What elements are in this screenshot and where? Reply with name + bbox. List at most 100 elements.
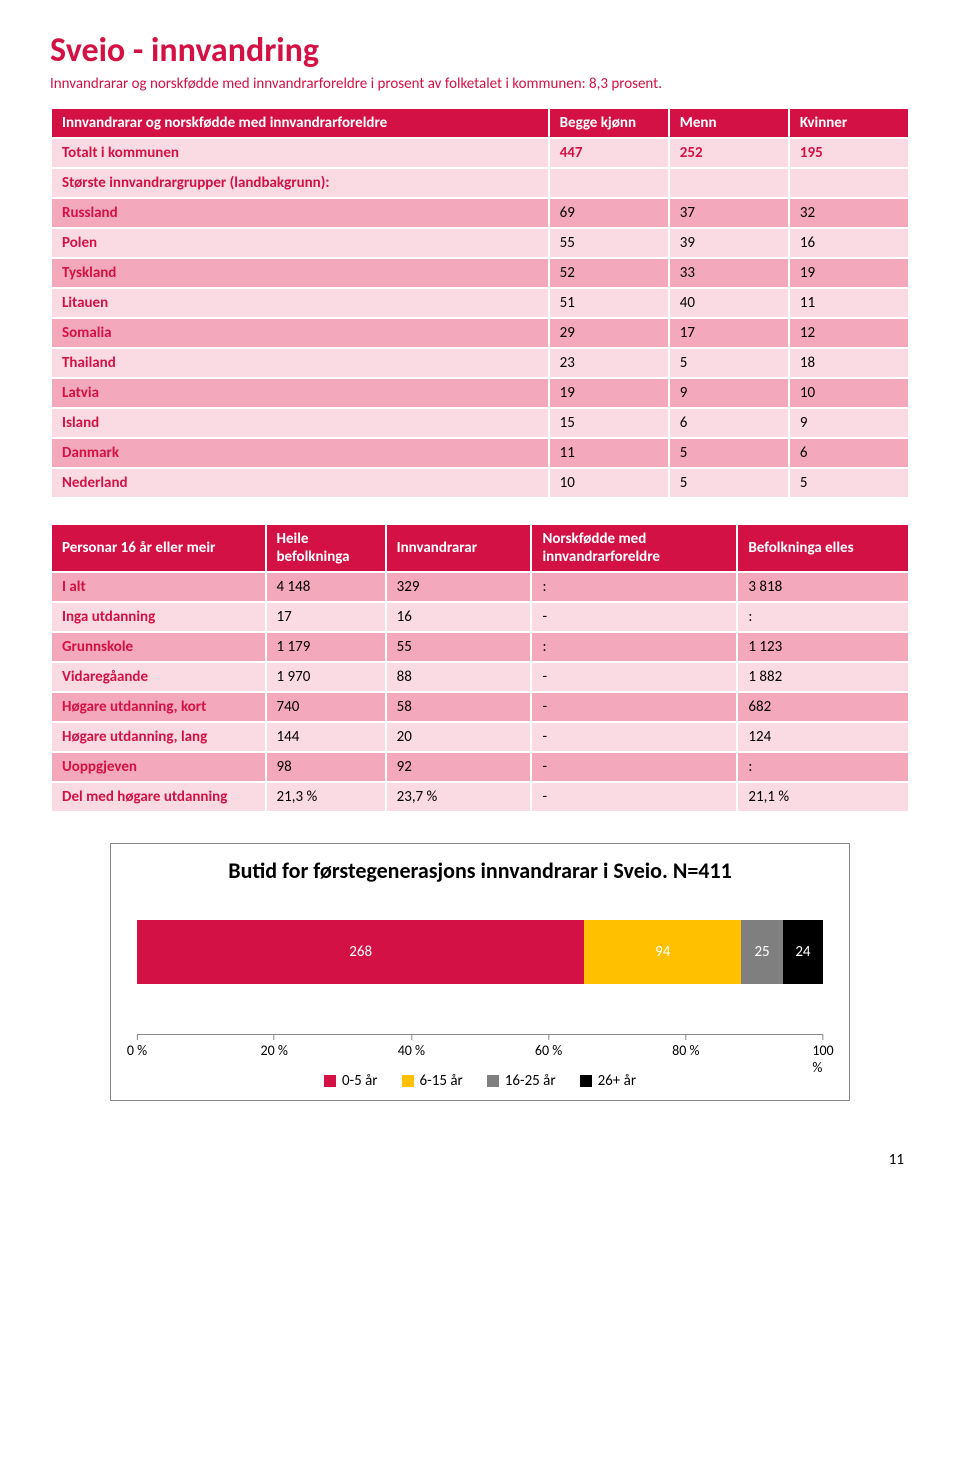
page-number: 11 xyxy=(50,1151,910,1169)
table-row: Vidaregåande1 97088-1 882 xyxy=(51,662,909,692)
table-row: Island1569 xyxy=(51,408,909,438)
row-label: Polen xyxy=(51,228,549,258)
cell-value: 5 xyxy=(789,468,909,498)
col-header: Heile befolkninga xyxy=(266,524,386,572)
table-row: I alt4 148329:3 818 xyxy=(51,572,909,602)
legend-swatch xyxy=(402,1075,414,1087)
legend-swatch xyxy=(487,1075,499,1087)
cell-value: 682 xyxy=(737,692,909,722)
cell-value: : xyxy=(737,752,909,782)
table-row: Del med høgare utdanning21,3 %23,7 %-21,… xyxy=(51,782,909,812)
bar-segment: 25 xyxy=(741,920,783,984)
cell-value: 37 xyxy=(669,198,789,228)
row-label: I alt xyxy=(51,572,266,602)
cell-value: 12 xyxy=(789,318,909,348)
row-label: Danmark xyxy=(51,438,549,468)
row-label: Inga utdanning xyxy=(51,602,266,632)
row-label: Største innvandrargrupper (landbakgrunn)… xyxy=(51,168,549,198)
legend-item: 26+ år xyxy=(580,1072,636,1090)
cell-value: 17 xyxy=(669,318,789,348)
cell-value: : xyxy=(531,632,737,662)
cell-value: 5 xyxy=(669,348,789,378)
cell-value: 329 xyxy=(386,572,532,602)
cell-value: 4 148 xyxy=(266,572,386,602)
row-label: Tyskland xyxy=(51,258,549,288)
cell-value: 16 xyxy=(386,602,532,632)
table-row: Uoppgjeven9892-: xyxy=(51,752,909,782)
cell-value: - xyxy=(531,752,737,782)
row-label: Thailand xyxy=(51,348,549,378)
table-row: Latvia19910 xyxy=(51,378,909,408)
row-label: Uoppgjeven xyxy=(51,752,266,782)
table-row: Tyskland523319 xyxy=(51,258,909,288)
row-label: Høgare utdanning, lang xyxy=(51,722,266,752)
col-header: Kvinner xyxy=(789,108,909,138)
table-row: Største innvandrargrupper (landbakgrunn)… xyxy=(51,168,909,198)
legend-swatch xyxy=(580,1075,592,1087)
cell-value: - xyxy=(531,782,737,812)
cell-value: 252 xyxy=(669,138,789,168)
cell-value: 21,3 % xyxy=(266,782,386,812)
cell-value: 6 xyxy=(789,438,909,468)
cell-value: 740 xyxy=(266,692,386,722)
cell-value: 33 xyxy=(669,258,789,288)
col-header: Norskfødde med innvandrarforeldre xyxy=(531,524,737,572)
cell-value: 16 xyxy=(789,228,909,258)
cell-value: 32 xyxy=(789,198,909,228)
cell-value: 20 xyxy=(386,722,532,752)
chart-title: Butid for førstegenerasjons innvandrarar… xyxy=(137,858,823,884)
bar-segment: 268 xyxy=(137,920,584,984)
cell-value: 9 xyxy=(669,378,789,408)
cell-value: 21,1 % xyxy=(737,782,909,812)
table-row: Høgare utdanning, lang14420-124 xyxy=(51,722,909,752)
axis-tick: 40 % xyxy=(398,1034,425,1059)
cell-value xyxy=(549,168,669,198)
row-label: Litauen xyxy=(51,288,549,318)
cell-value: 3 818 xyxy=(737,572,909,602)
axis-tick: 100 % xyxy=(812,1034,833,1076)
table-row: Thailand23518 xyxy=(51,348,909,378)
cell-value: 92 xyxy=(386,752,532,782)
row-label: Totalt i kommunen xyxy=(51,138,549,168)
legend-item: 6-15 år xyxy=(402,1072,463,1090)
cell-value: 144 xyxy=(266,722,386,752)
cell-value: 6 xyxy=(669,408,789,438)
chart-legend: 0-5 år 6-15 år 16-25 år 26+ år xyxy=(137,1072,823,1090)
cell-value: 39 xyxy=(669,228,789,258)
cell-value xyxy=(789,168,909,198)
table-row: Inga utdanning1716-: xyxy=(51,602,909,632)
cell-value: 29 xyxy=(549,318,669,348)
table-row: Danmark1156 xyxy=(51,438,909,468)
cell-value: 98 xyxy=(266,752,386,782)
cell-value: 55 xyxy=(386,632,532,662)
cell-value: : xyxy=(531,572,737,602)
table-row: Høgare utdanning, kort74058-682 xyxy=(51,692,909,722)
legend-label: 26+ år xyxy=(598,1072,636,1090)
row-label: Vidaregåande xyxy=(51,662,266,692)
cell-value: 15 xyxy=(549,408,669,438)
col-header: Innvandrarar og norskfødde med innvandra… xyxy=(51,108,549,138)
cell-value: 58 xyxy=(386,692,532,722)
table-education: Personar 16 år eller meirHeile befolknin… xyxy=(50,523,910,813)
cell-value: 447 xyxy=(549,138,669,168)
row-label: Grunnskole xyxy=(51,632,266,662)
cell-value: 40 xyxy=(669,288,789,318)
col-header: Begge kjønn xyxy=(549,108,669,138)
axis-tick: 0 % xyxy=(127,1034,147,1059)
row-label: Somalia xyxy=(51,318,549,348)
chart-axis: 0 %20 %40 %60 %80 %100 % xyxy=(137,1034,823,1060)
legend-item: 16-25 år xyxy=(487,1072,556,1090)
cell-value: 5 xyxy=(669,468,789,498)
cell-value: 195 xyxy=(789,138,909,168)
cell-value: : xyxy=(737,602,909,632)
cell-value: 9 xyxy=(789,408,909,438)
cell-value: - xyxy=(531,662,737,692)
cell-value: 11 xyxy=(789,288,909,318)
legend-item: 0-5 år xyxy=(324,1072,378,1090)
cell-value: 55 xyxy=(549,228,669,258)
cell-value: - xyxy=(531,602,737,632)
cell-value: 23 xyxy=(549,348,669,378)
legend-label: 0-5 år xyxy=(342,1072,378,1090)
table-row: Polen553916 xyxy=(51,228,909,258)
cell-value: 17 xyxy=(266,602,386,632)
